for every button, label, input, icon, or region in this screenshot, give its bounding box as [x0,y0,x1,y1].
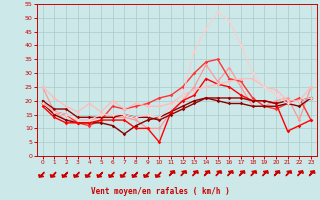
Text: Vent moyen/en rafales ( km/h ): Vent moyen/en rafales ( km/h ) [91,187,229,196]
